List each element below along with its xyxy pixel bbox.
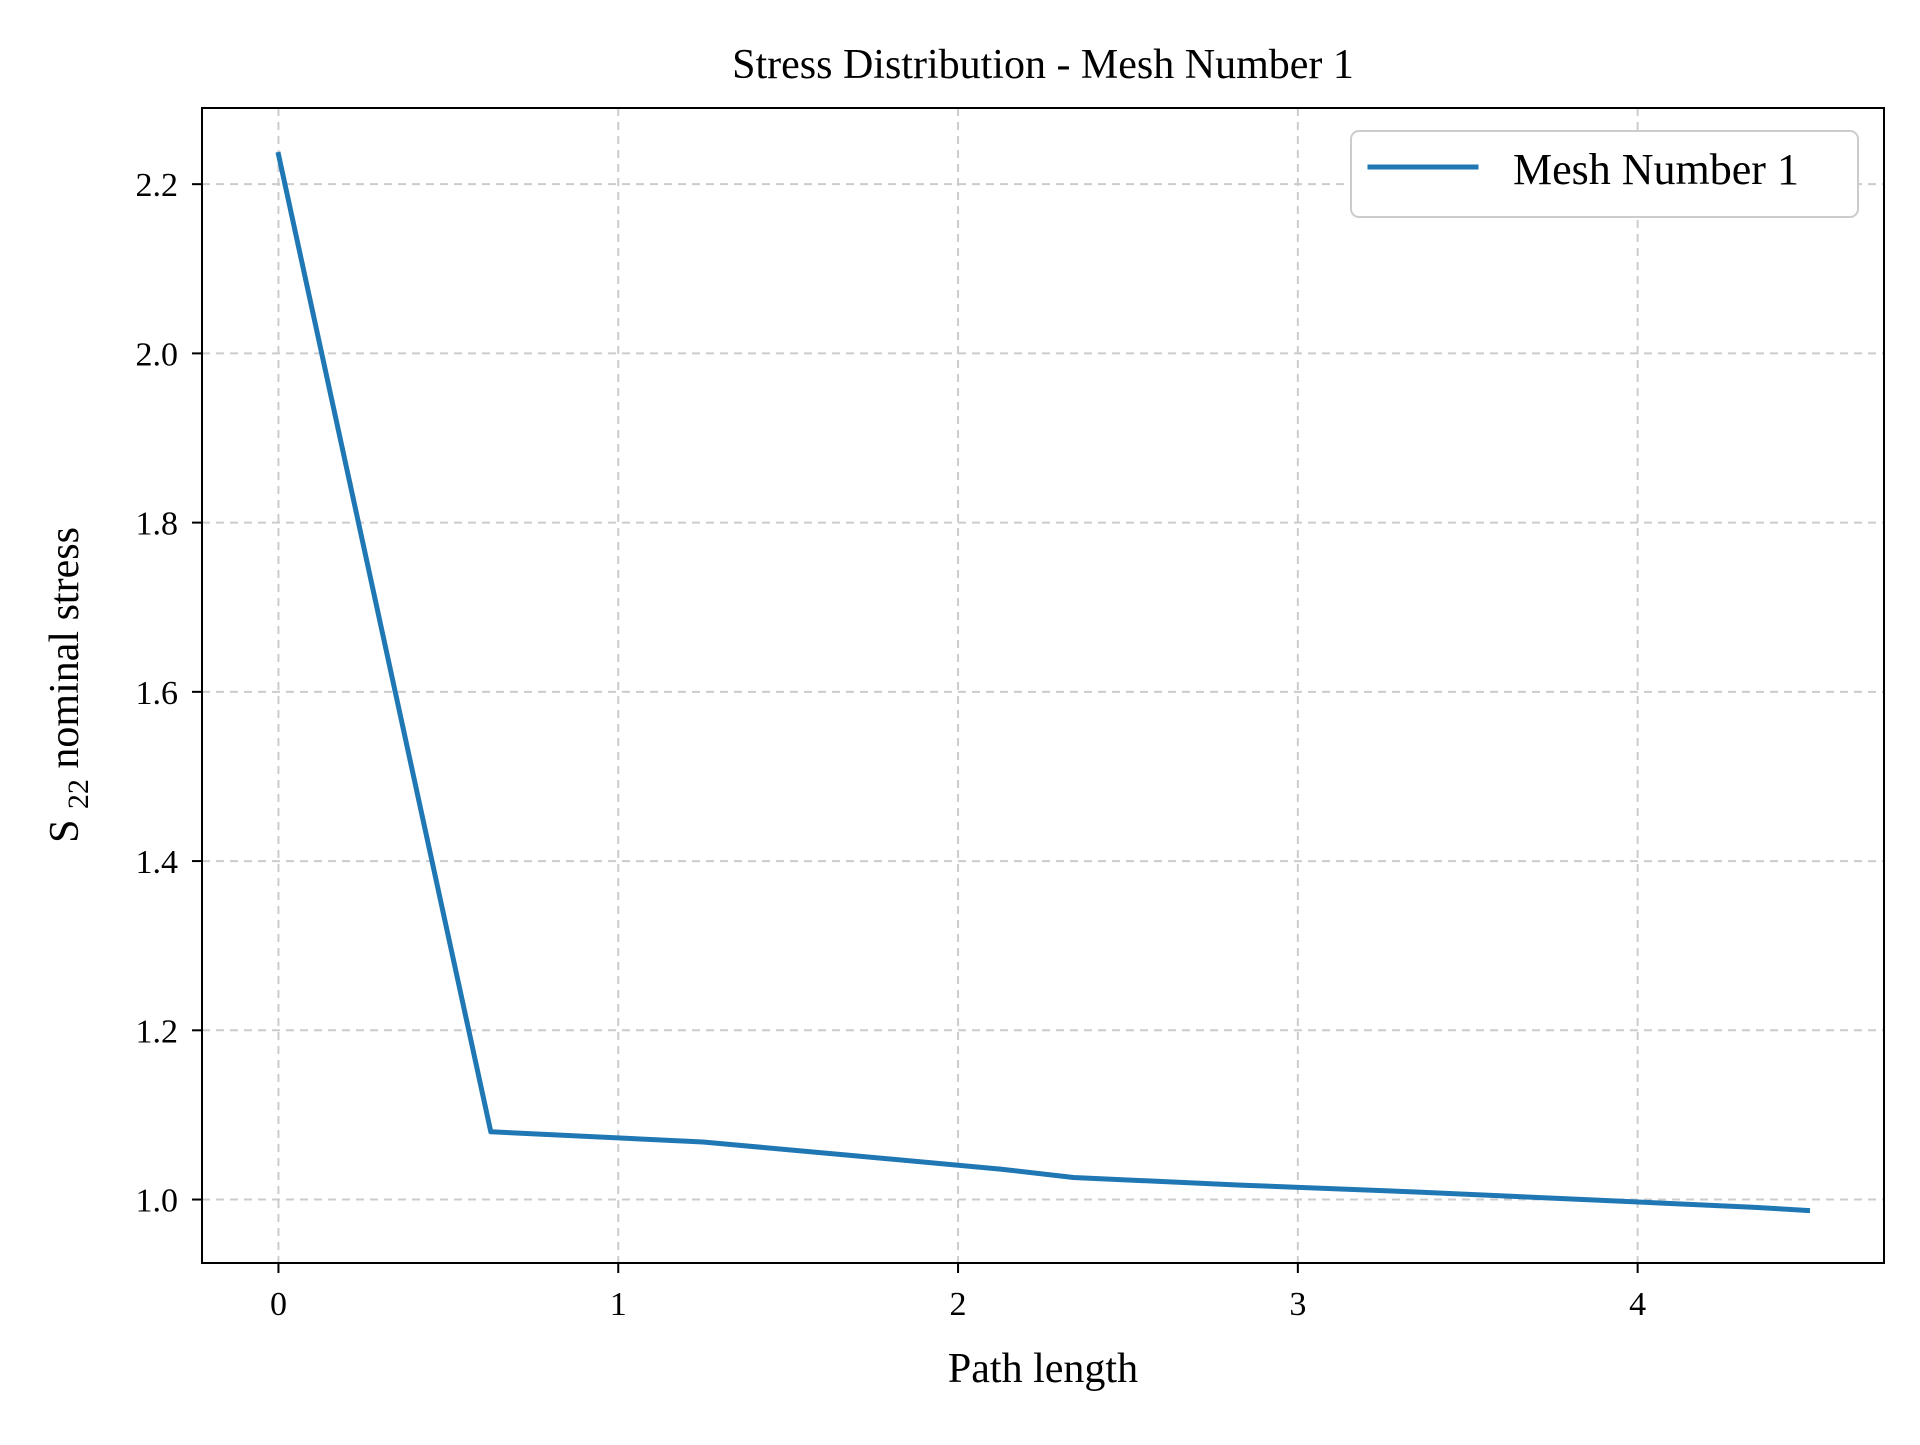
legend-entry-label: Mesh Number 1 [1513,145,1799,194]
legend: Mesh Number 1 [1350,130,1859,218]
y-tick-label: 1.6 [136,675,179,712]
chart-title: Stress Distribution - Mesh Number 1 [732,42,1354,88]
x-tick-label: 3 [1289,1286,1306,1323]
series-line-mesh-number-1 [275,151,1811,1214]
x-tick-label: 0 [270,1286,287,1323]
y-axis-label: S 22 nominal stress [42,527,98,843]
x-tick-label: 2 [950,1286,967,1323]
y-tick-label: 2.2 [136,167,179,204]
legend-frame [1350,130,1859,218]
y-axis-label-subscript: 22 [62,779,95,809]
x-tick-label: 4 [1629,1286,1646,1323]
y-tick-label: 1.2 [136,1013,179,1050]
y-axis-label-main: S [42,820,88,843]
plot-frame [201,107,1885,1264]
x-axis-label: Path length [948,1346,1138,1392]
x-tick-label: 1 [610,1286,627,1323]
series-layer [275,151,1811,1214]
y-tick-label: 2.0 [136,336,179,373]
y-tick-label: 1.8 [136,506,179,543]
y-axis-label-rest: nominal stress [42,527,88,768]
axis-ticks: 0 1 2 3 4 1.0 1.2 1.4 1.6 1.8 2.0 2.2 [136,167,1647,1323]
y-tick-label: 1.4 [136,844,179,881]
y-tick-label: 1.0 [136,1183,179,1220]
